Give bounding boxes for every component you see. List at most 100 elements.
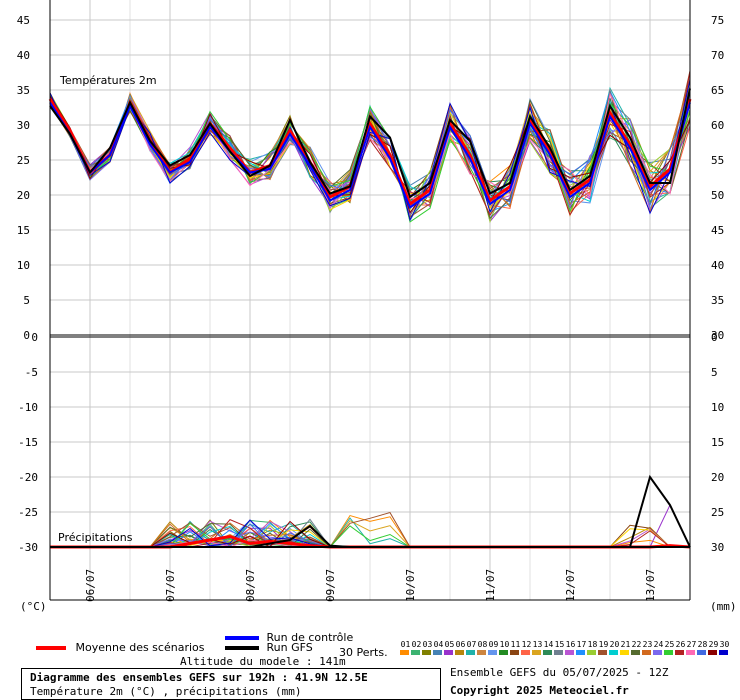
pert-legend-swatch — [587, 650, 596, 655]
pert-legend-swatch — [565, 650, 574, 655]
pert-legend-swatch — [466, 650, 475, 655]
pert-legend-swatch — [653, 650, 662, 655]
x-tick-label: 08/07 — [244, 569, 257, 602]
pert-legend-swatch — [598, 650, 607, 655]
pert-legend-swatch — [532, 650, 541, 655]
y-right-tick: 30 — [711, 329, 724, 342]
pert-legend-swatch — [510, 650, 519, 655]
y-left-tick: 0 — [23, 329, 30, 342]
pert-legend-swatch — [620, 650, 629, 655]
pert-legend-swatch — [554, 650, 563, 655]
y-right-tick: 40 — [711, 259, 724, 272]
pert-legend-swatch — [675, 650, 684, 655]
y-left-tick: -5 — [25, 366, 38, 379]
legend-control: Run de contrôle — [225, 631, 353, 644]
precip-panel-label: Précipitations — [58, 531, 133, 544]
legend-control-swatch — [225, 636, 259, 640]
legend-control-label: Run de contrôle — [266, 631, 354, 644]
y-left-tick: 35 — [17, 84, 30, 97]
copyright: Copyright 2025 Meteociel.fr — [450, 684, 629, 697]
pert-legend-swatch — [697, 650, 706, 655]
y-right-tick: 35 — [711, 294, 724, 307]
grid — [50, 0, 690, 600]
pert-legend-swatch — [543, 650, 552, 655]
pert-legend-swatch — [719, 650, 728, 655]
legend-gfs: Run GFS — [225, 641, 313, 654]
perturbation-line — [49, 79, 691, 214]
pert-legend-swatch — [455, 650, 464, 655]
pert-legend-swatch — [664, 650, 673, 655]
footer-title: Diagramme des ensembles GEFS sur 192h : … — [30, 671, 368, 684]
pert-legend-item: 16 — [565, 640, 576, 649]
y-left-tick: 10 — [17, 259, 30, 272]
y-right-tick: 50 — [711, 189, 724, 202]
x-tick-label: 09/07 — [324, 569, 337, 602]
pert-legend-swatch — [576, 650, 585, 655]
legend-gfs-swatch — [225, 646, 259, 650]
pert-legend-item: 07 — [466, 640, 477, 649]
y-right-tick: 60 — [711, 119, 724, 132]
y-left-tick: -30 — [18, 541, 38, 554]
pert-legend-item: 13 — [532, 640, 543, 649]
y-left-tick: 20 — [17, 189, 30, 202]
pert-legend-item: 21 — [620, 640, 631, 649]
gfs-precip-spike — [629, 474, 691, 548]
pert-legend-item: 30 — [719, 640, 730, 649]
pert-legend-item: 19 — [598, 640, 609, 649]
y-left-tick: 15 — [17, 224, 30, 237]
x-tick-label: 12/07 — [564, 569, 577, 602]
y-right-tick: 30 — [711, 541, 724, 554]
pert-legend-item: 28 — [697, 640, 708, 649]
pert-legend-item: 25 — [664, 640, 675, 649]
x-tick-label: 13/07 — [644, 569, 657, 602]
pert-legend-swatch — [631, 650, 640, 655]
temp-series-line — [48, 98, 692, 207]
y-right-tick: 75 — [711, 14, 724, 27]
x-tick-label: 06/07 — [84, 569, 97, 602]
run-info: Ensemble GEFS du 05/07/2025 - 12Z — [450, 666, 669, 679]
perturbation-line — [49, 92, 691, 211]
y-right-tick: 25 — [711, 506, 724, 519]
x-tick-label: 07/07 — [164, 569, 177, 602]
perturbation-line — [49, 71, 691, 217]
pert-legend-swatch — [609, 650, 618, 655]
pert-legend-swatch — [642, 650, 651, 655]
y-left-tick: 25 — [17, 154, 30, 167]
x-tick-label: 10/07 — [404, 569, 417, 602]
pert-legend-item: 02 — [411, 640, 422, 649]
pert-legend-item: 14 — [543, 640, 554, 649]
y-right-tick: 0 — [711, 331, 718, 344]
temp-panel-label: Températures 2m — [59, 74, 157, 87]
pert-legend-swatch — [477, 650, 486, 655]
temp-series-line — [49, 101, 691, 210]
x-tick-label: 11/07 — [484, 569, 497, 602]
pert-legend-item: 18 — [587, 640, 598, 649]
y-left-tick: -10 — [18, 401, 38, 414]
temp-series-line — [49, 88, 691, 199]
pert-legend-item: 09 — [488, 640, 499, 649]
y-left-tick: -15 — [18, 436, 38, 449]
precip-series-line — [50, 524, 690, 548]
pert-legend-swatch — [686, 650, 695, 655]
y-left-tick: 40 — [17, 49, 30, 62]
main-lines — [48, 88, 692, 549]
y-right-tick: 45 — [711, 224, 724, 237]
pert-legend-item: 26 — [675, 640, 686, 649]
y-left-tick: -25 — [18, 506, 38, 519]
pert-legend-item: 04 — [433, 640, 444, 649]
legend-mean: Moyenne des scénarios — [36, 641, 204, 654]
pert-legend-item: 12 — [521, 640, 532, 649]
footer-subtitle: Température 2m (°C) , précipitations (mm… — [30, 685, 302, 698]
legend-perturbations: 01 02 03 04 05 06 07 08 09 10 11 12 13 14 15 16 17 18 19 20… — [400, 640, 730, 658]
pert-legend-item: 23 — [642, 640, 653, 649]
y-right-tick: 55 — [711, 154, 724, 167]
pert-legend-item: 06 — [455, 640, 466, 649]
altitude-text: Altitude du modele : 141m — [180, 655, 346, 668]
pert-legend-item: 01 — [400, 640, 411, 649]
pert-legend-item: 05 — [444, 640, 455, 649]
y-right-tick: 20 — [711, 471, 724, 484]
legend-mean-swatch — [36, 646, 66, 650]
pert-legend-swatch — [708, 650, 717, 655]
pert-legend-item: 20 — [609, 640, 620, 649]
pert-legend-swatch — [400, 650, 409, 655]
